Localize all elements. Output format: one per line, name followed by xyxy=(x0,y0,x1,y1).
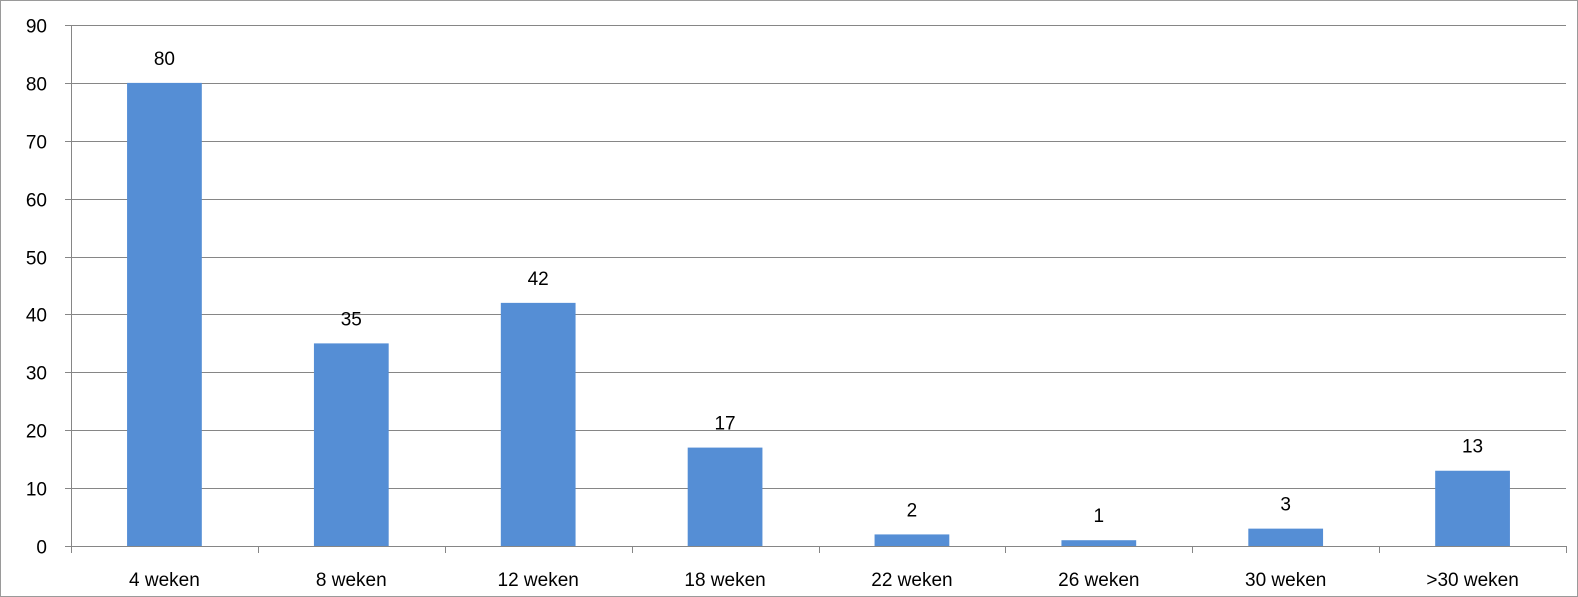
x-category-label: 18 weken xyxy=(684,570,765,591)
bar xyxy=(313,343,389,546)
data-label: 35 xyxy=(341,309,362,330)
y-tick-label: 70 xyxy=(26,133,47,154)
bar xyxy=(1435,470,1510,546)
x-category-label: 26 weken xyxy=(1058,570,1139,591)
data-label: 13 xyxy=(1462,437,1483,458)
data-label: 42 xyxy=(528,269,549,290)
y-tick-label: 60 xyxy=(26,191,47,212)
x-axis: 4 weken 8 weken 12 weken 18 weken 22 weken 26… xyxy=(71,25,1567,591)
data-label: 17 xyxy=(714,414,735,435)
bars xyxy=(127,82,1510,546)
x-category-label: 4 weken xyxy=(129,570,200,591)
y-tick-label: 0 xyxy=(36,538,47,559)
bar xyxy=(1248,528,1324,546)
y-tick-label: 10 xyxy=(26,480,47,501)
data-label: 80 xyxy=(154,49,175,70)
bar xyxy=(500,302,576,546)
data-label: 3 xyxy=(1280,495,1291,516)
x-category-label: 30 weken xyxy=(1245,570,1326,591)
data-label: 2 xyxy=(907,500,918,521)
y-tick-label: 90 xyxy=(26,17,47,38)
x-category-label: 8 weken xyxy=(316,570,387,591)
bar xyxy=(1061,540,1137,546)
y-tick-label: 20 xyxy=(26,422,47,443)
bar xyxy=(127,82,202,546)
x-category-label: >30 weken xyxy=(1426,570,1518,591)
y-tick-label: 40 xyxy=(26,306,47,327)
y-tick-label: 80 xyxy=(26,75,47,96)
y-tick-label: 30 xyxy=(26,364,47,385)
y-tick-label: 50 xyxy=(26,249,47,270)
x-category-label: 12 weken xyxy=(498,570,579,591)
bar xyxy=(874,534,950,546)
bar xyxy=(687,447,763,546)
y-axis-ticks: 0 10 20 30 40 50 60 70 80 90 xyxy=(26,17,71,559)
x-category-label: 22 weken xyxy=(871,570,952,591)
data-label: 1 xyxy=(1094,506,1105,527)
